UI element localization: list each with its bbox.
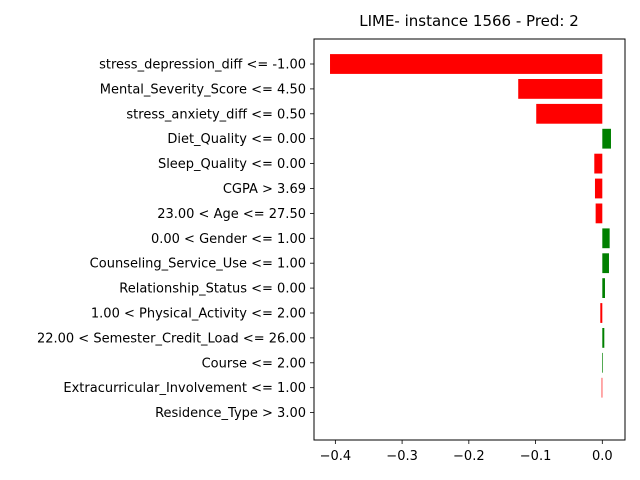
y-tick-label-3: Diet_Quality <= 0.00 bbox=[167, 132, 306, 147]
y-tick-label-8: Counseling_Service_Use <= 1.00 bbox=[90, 257, 306, 272]
bar-3 bbox=[602, 128, 611, 149]
x-tick-label-4: 0.0 bbox=[592, 449, 613, 464]
y-tick-label-14: Residence_Type > 3.00 bbox=[155, 406, 306, 421]
bar-13 bbox=[601, 377, 603, 398]
y-tick-labels: stress_depression_diff <= -1.00 Mental_Se… bbox=[37, 58, 314, 421]
y-tick-label-10: 1.00 < Physical_Activity <= 2.00 bbox=[91, 307, 306, 322]
bar-7 bbox=[602, 228, 610, 249]
y-tick-label-4: Sleep_Quality <= 0.00 bbox=[158, 157, 306, 172]
bar-4 bbox=[594, 153, 603, 174]
bar-1 bbox=[518, 79, 603, 99]
bar-0 bbox=[330, 54, 603, 74]
chart-title: LIME- instance 1566 - Pred: 2 bbox=[359, 12, 579, 30]
x-tick-label-2: −0.2 bbox=[453, 449, 485, 464]
x-axis-ticks: −0.4 −0.3 −0.2 −0.1 0.0 bbox=[320, 440, 613, 464]
bar-10 bbox=[600, 303, 603, 323]
y-tick-label-12: Course <= 2.00 bbox=[202, 356, 306, 371]
y-tick-label-1: Mental_Severity_Score <= 4.50 bbox=[100, 82, 306, 97]
y-tick-label-9: Relationship_Status <= 0.00 bbox=[119, 282, 306, 297]
x-tick-label-3: −0.1 bbox=[520, 449, 552, 464]
bar-12 bbox=[602, 352, 603, 373]
x-tick-label-0: −0.4 bbox=[320, 449, 352, 464]
bar-11 bbox=[602, 328, 605, 348]
y-tick-label-2: stress_anxiety_diff <= 0.50 bbox=[126, 107, 306, 122]
bar-8 bbox=[602, 253, 609, 274]
y-tick-label-0: stress_depression_diff <= -1.00 bbox=[99, 58, 306, 73]
y-tick-label-13: Extracurricular_Involvement <= 1.00 bbox=[63, 381, 306, 396]
plot-frame bbox=[313, 38, 626, 441]
bar-5 bbox=[594, 178, 603, 199]
y-tick-label-5: CGPA > 3.69 bbox=[223, 182, 306, 197]
y-tick-label-6: 23.00 < Age <= 27.50 bbox=[157, 207, 306, 222]
bar-2 bbox=[536, 103, 603, 124]
bars-layer bbox=[330, 54, 611, 398]
y-tick-label-7: 0.00 < Gender <= 1.00 bbox=[151, 232, 306, 247]
bar-9 bbox=[602, 278, 605, 298]
bar-6 bbox=[595, 203, 603, 224]
y-tick-label-11: 22.00 < Semester_Credit_Load <= 26.00 bbox=[37, 331, 306, 346]
x-tick-label-1: −0.3 bbox=[386, 449, 418, 464]
